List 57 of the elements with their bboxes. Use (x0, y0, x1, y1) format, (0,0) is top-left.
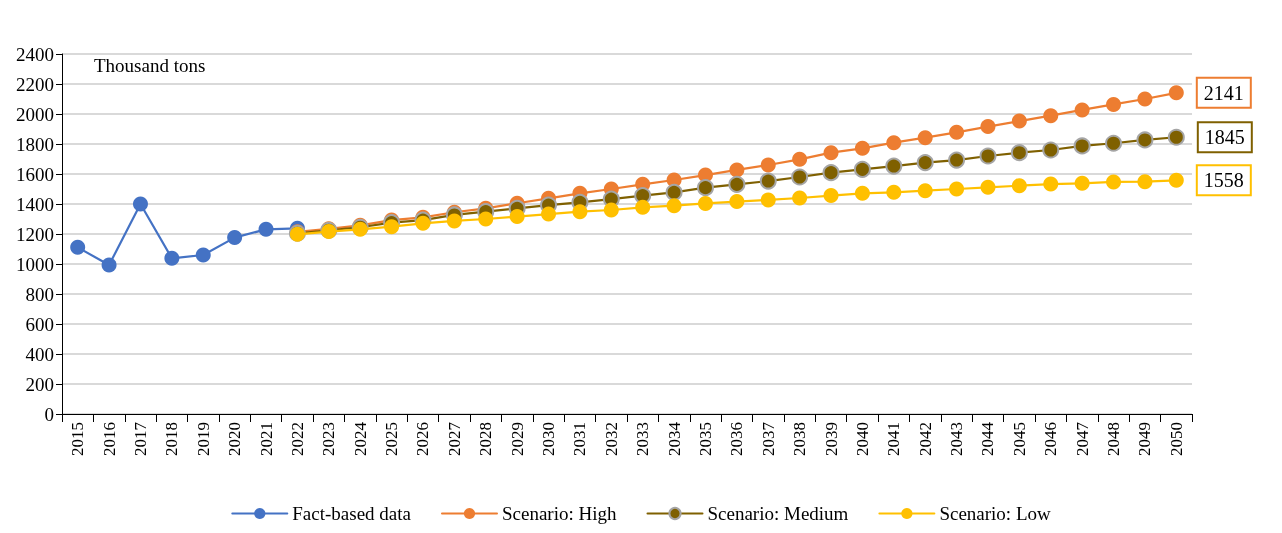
x-tick-label: 2041 (884, 422, 904, 456)
x-tick-label: 2033 (633, 422, 653, 456)
x-tick-label: 2022 (287, 422, 307, 456)
x-tick-label: 2030 (539, 422, 559, 456)
x-tick-label: 2039 (821, 422, 841, 456)
y-tick-label: 1600 (16, 163, 54, 185)
x-tick-label: 2050 (1166, 422, 1186, 456)
data-label: 1845 (1204, 126, 1245, 149)
legend-label: Scenario: Medium (707, 503, 849, 524)
y-tick-label: 1000 (16, 253, 54, 275)
x-tick-label: 2024 (350, 421, 370, 456)
x-tick-label: 2032 (601, 422, 621, 456)
x-tick-label: 2034 (664, 421, 684, 456)
x-tick-label: 2019 (193, 422, 213, 456)
x-tick-label: 2047 (1072, 421, 1092, 456)
x-tick-label: 2045 (1009, 422, 1029, 456)
x-tick-label: 2036 (727, 422, 747, 456)
x-tick-label: 2046 (1041, 422, 1061, 456)
y-tick-label: 400 (25, 343, 54, 365)
y-tick-label: 800 (25, 283, 54, 305)
legend-label: Fact-based data (292, 503, 412, 524)
x-tick-label: 2044 (978, 421, 998, 456)
x-tick-label: 2027 (444, 421, 464, 456)
y-tick-label: 2000 (16, 103, 54, 125)
x-tick-label: 2031 (570, 422, 590, 456)
legend-label: Scenario: High (501, 503, 617, 524)
y-tick-label: 200 (25, 373, 54, 395)
x-tick-label: 2040 (852, 422, 872, 456)
data-label: 2141 (1203, 81, 1244, 104)
x-tick-label: 2023 (319, 422, 339, 456)
x-tick-label: 2021 (256, 422, 276, 456)
y-tick-label: 2200 (16, 73, 54, 95)
x-tick-label: 2016 (99, 422, 119, 456)
x-tick-label: 2018 (162, 422, 182, 456)
x-tick-label: 2038 (790, 422, 810, 456)
x-tick-label: 2043 (947, 422, 967, 456)
y-tick-label: 2400 (16, 43, 54, 65)
x-tick-label: 2037 (758, 421, 778, 456)
y-tick-label: 1200 (16, 223, 54, 245)
x-tick-label: 2042 (915, 422, 935, 456)
legend-label: Scenario: Low (939, 503, 1051, 524)
x-tick-label: 2049 (1135, 422, 1155, 456)
y-tick-label: 1800 (16, 133, 54, 155)
x-tick-label: 2017 (130, 421, 150, 456)
x-tick-label: 2025 (382, 422, 402, 456)
data-label: 1558 (1203, 169, 1244, 192)
y-tick-label: 1400 (16, 193, 54, 215)
x-tick-label: 2026 (413, 422, 433, 456)
x-tick-label: 2029 (507, 422, 527, 456)
x-tick-label: 2028 (476, 422, 496, 456)
y-tick-label: 0 (44, 403, 54, 425)
y-tick-label: 600 (25, 313, 54, 335)
x-tick-label: 2035 (695, 422, 715, 456)
x-tick-label: 2015 (68, 422, 88, 456)
x-tick-label: 2048 (1104, 422, 1124, 456)
y-axis-title: Thousand tons (94, 55, 206, 76)
x-tick-label: 2020 (225, 422, 245, 456)
